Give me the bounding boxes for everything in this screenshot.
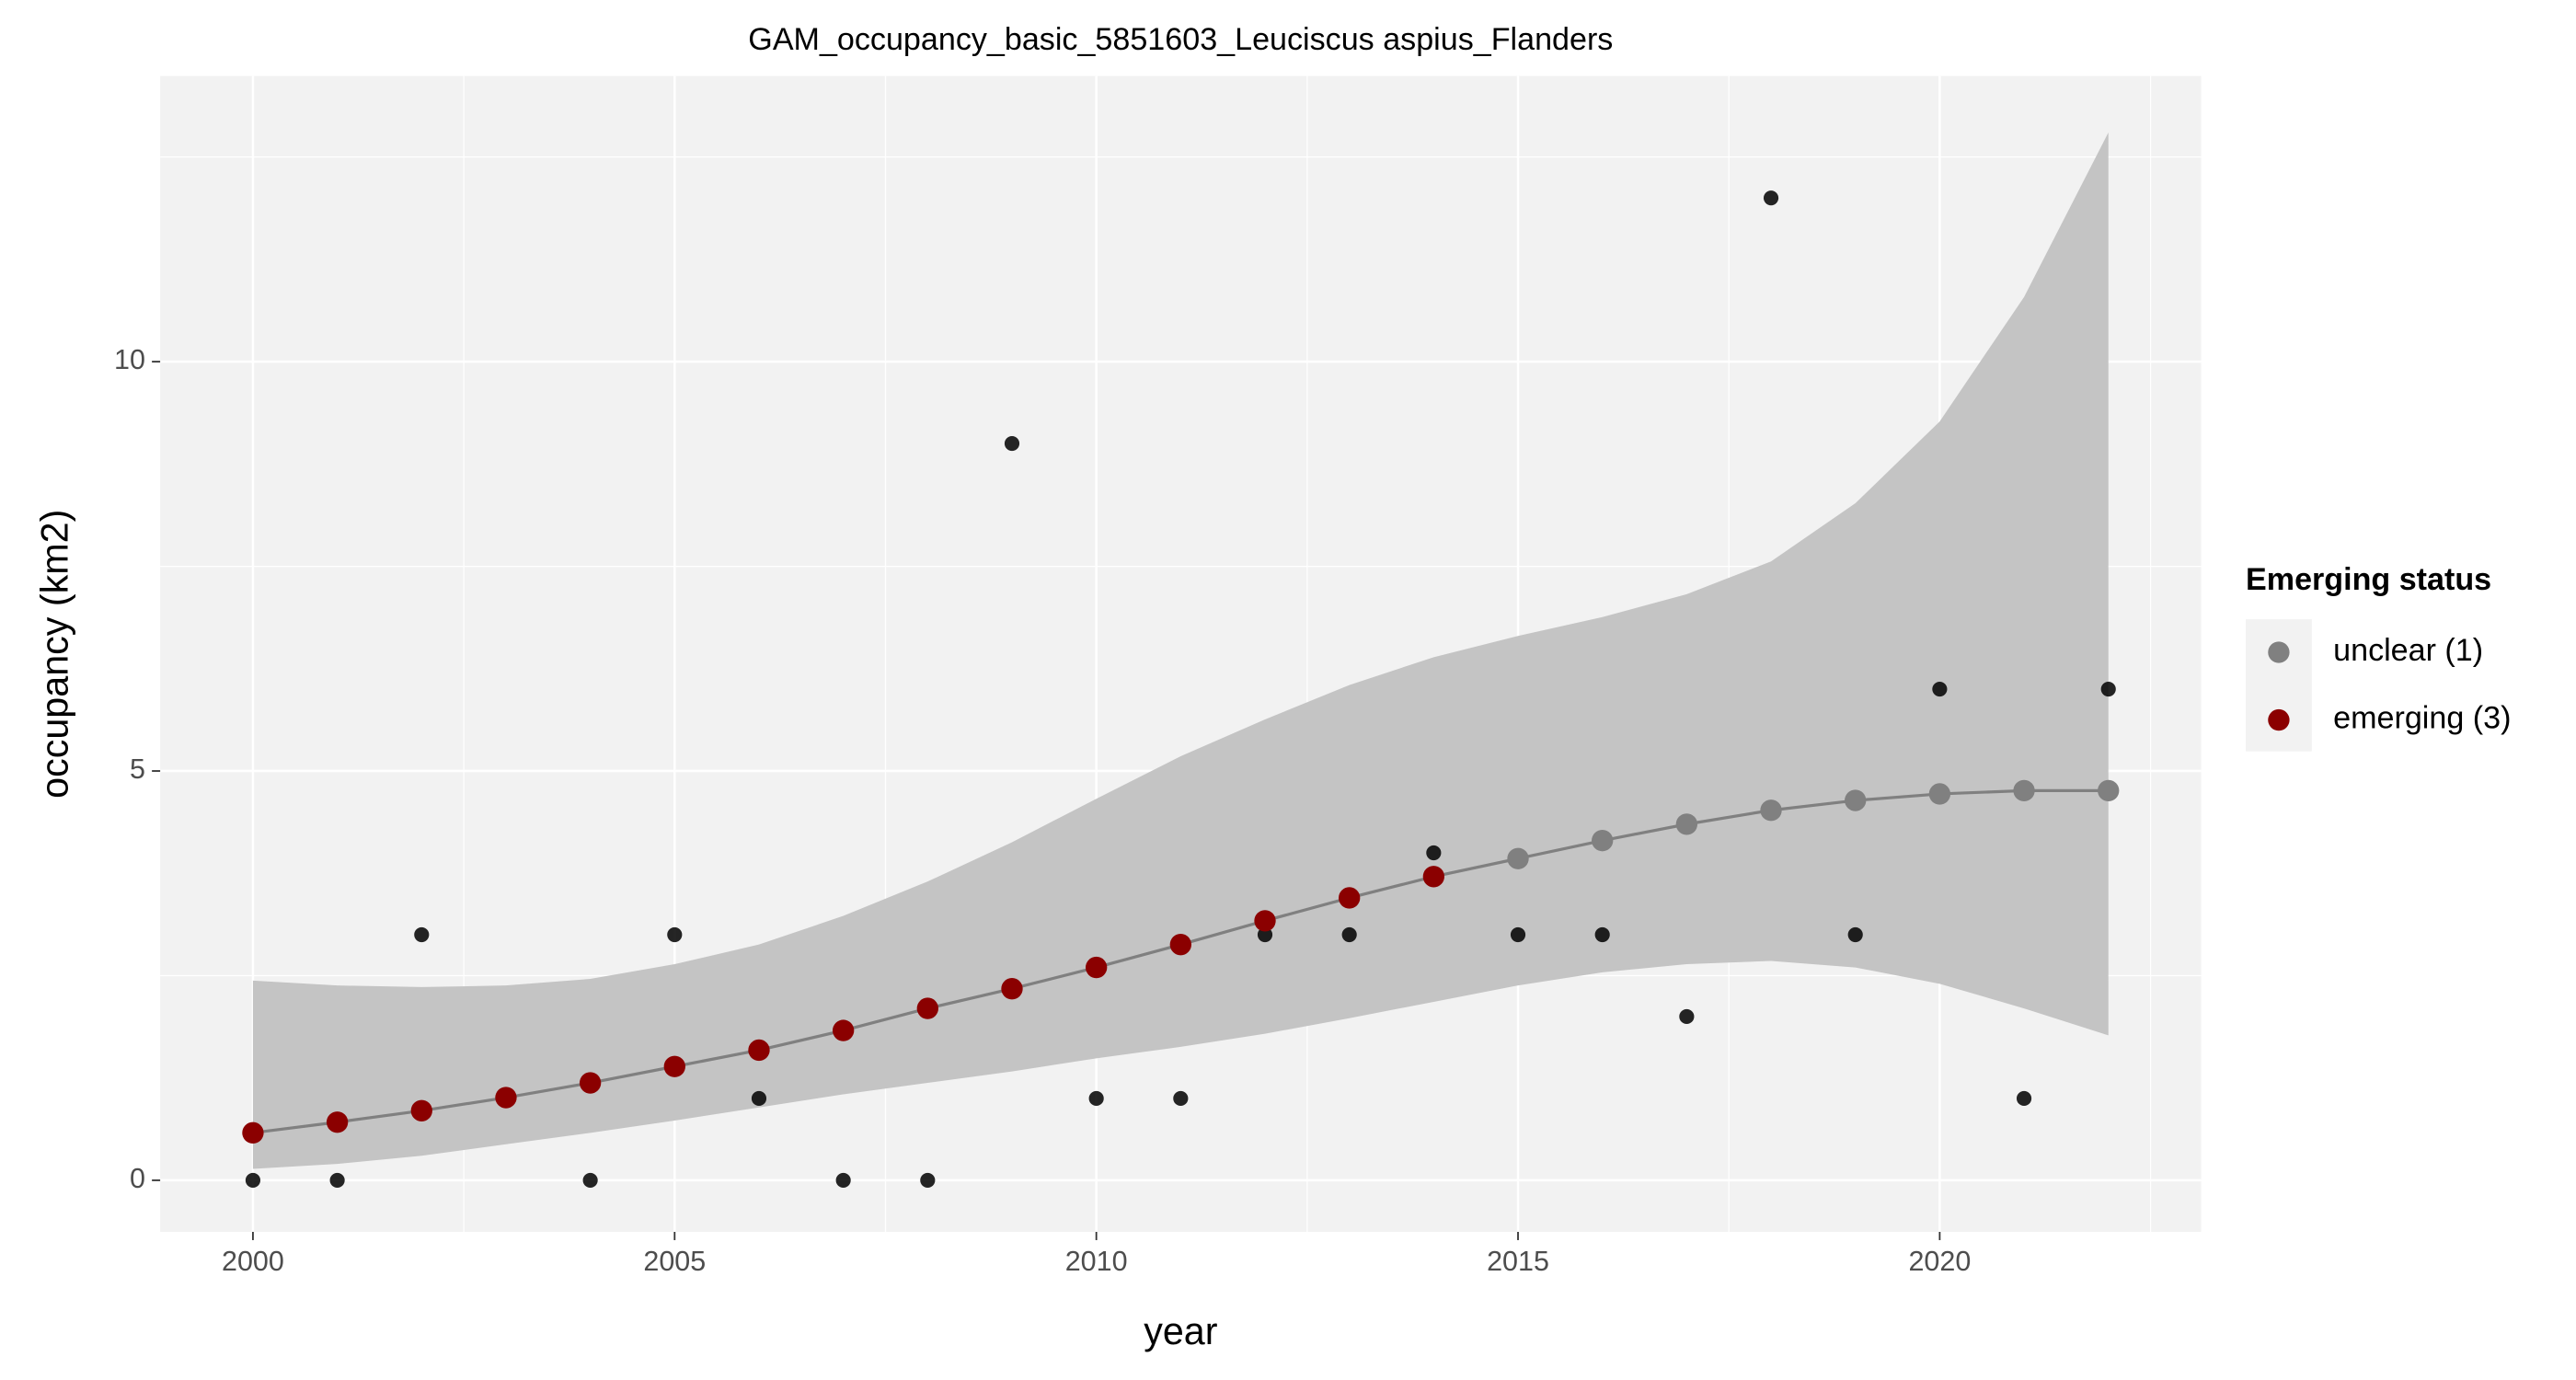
legend-title: Emerging status (2246, 562, 2491, 597)
observed-point (1088, 1090, 1104, 1107)
legend-label: emerging (3) (2333, 701, 2511, 736)
observed-point (414, 926, 430, 943)
fit-point (2098, 779, 2120, 802)
observed-point (667, 926, 683, 943)
observed-point (1763, 190, 1779, 206)
observed-point (582, 1172, 598, 1189)
fit-point (1928, 783, 1951, 805)
fit-point (1422, 866, 1445, 888)
y-tick-label: 5 (130, 753, 145, 785)
fit-point (916, 997, 938, 1019)
fit-point (663, 1055, 685, 1077)
observed-point (920, 1172, 936, 1189)
chart-title: GAM_occupancy_basic_5851603_Leuciscus as… (748, 22, 1613, 57)
legend-marker (2268, 641, 2290, 663)
observed-point (1426, 845, 1442, 861)
observed-point (1679, 1008, 1695, 1025)
legend-label: unclear (1) (2333, 633, 2483, 668)
observed-point (1594, 926, 1610, 943)
fit-point (748, 1039, 770, 1062)
observed-point (245, 1172, 261, 1189)
y-tick-label: 0 (130, 1163, 145, 1194)
observed-point (1932, 681, 1948, 697)
observed-point (1847, 926, 1863, 943)
fit-point (242, 1121, 264, 1144)
x-tick-label: 2015 (1487, 1246, 1549, 1277)
fit-point (1845, 789, 1867, 811)
observed-point (835, 1172, 851, 1189)
fit-point (1001, 978, 1023, 1000)
fit-point (1507, 847, 1529, 869)
observed-point (1341, 926, 1357, 943)
x-tick-label: 2005 (643, 1246, 706, 1277)
observed-point (2100, 681, 2116, 697)
legend-marker (2268, 708, 2290, 731)
fit-point (1339, 887, 1361, 909)
fit-point (832, 1019, 855, 1041)
plot-area (242, 132, 2120, 1189)
fit-point (1675, 813, 1698, 835)
fit-point (410, 1099, 432, 1121)
fit-point (1169, 933, 1191, 956)
x-tick-label: 2010 (1065, 1246, 1128, 1277)
observed-point (751, 1090, 767, 1107)
fit-point (2013, 779, 2035, 802)
observed-point (1257, 926, 1273, 943)
fit-point (1254, 910, 1276, 932)
y-axis-label: occupancy (km2) (34, 510, 76, 799)
y-tick-label: 10 (114, 344, 145, 375)
observed-point (329, 1172, 345, 1189)
fit-point (1760, 799, 1782, 822)
fit-point (579, 1072, 602, 1094)
legend-keys (2246, 619, 2312, 752)
x-tick-label: 2000 (222, 1246, 284, 1277)
observed-point (1173, 1090, 1189, 1107)
observed-point (1510, 926, 1526, 943)
legend: unclear (1) emerging (3) (2268, 633, 2511, 736)
fit-point (495, 1087, 517, 1109)
observed-point (1004, 436, 1020, 452)
fit-point (1085, 956, 1108, 979)
fit-point (1592, 829, 1614, 852)
observed-point (2016, 1090, 2032, 1107)
fit-point (326, 1111, 349, 1133)
confidence-band (252, 132, 2109, 1169)
x-axis-label: year (1144, 1310, 1218, 1352)
x-tick-label: 2020 (1908, 1246, 1971, 1277)
